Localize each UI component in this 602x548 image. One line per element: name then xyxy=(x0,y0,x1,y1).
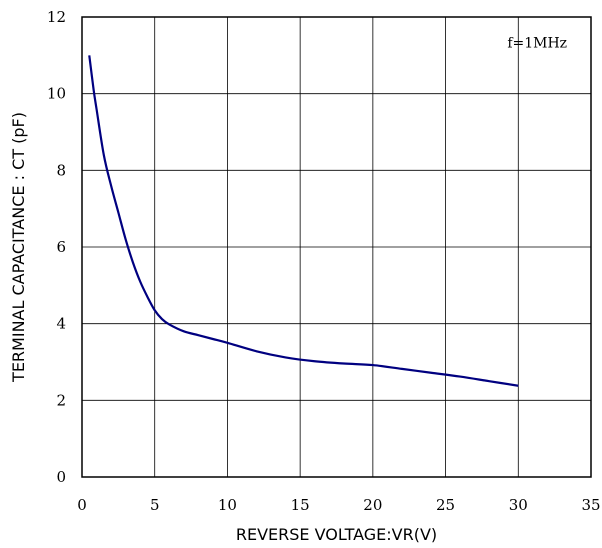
y-tick-label: 0 xyxy=(56,468,66,486)
frequency-annotation: f=1MHz xyxy=(507,36,567,52)
x-tick-label: 30 xyxy=(509,496,528,514)
tick-labels: 0 5 10 15 20 25 30 35 0 2 4 6 8 10 12 xyxy=(47,8,601,514)
x-tick-label: 5 xyxy=(150,496,160,514)
y-tick-label: 4 xyxy=(56,315,66,333)
y-tick-label: 12 xyxy=(47,8,66,26)
series-layer xyxy=(88,55,519,387)
plot-frame xyxy=(81,16,592,478)
capacitance-curve xyxy=(88,55,519,387)
x-tick-label: 20 xyxy=(363,496,382,514)
y-tick-label: 2 xyxy=(56,391,66,409)
x-tick-label: 15 xyxy=(291,496,310,514)
x-axis-title: REVERSE VOLTAGE:VR(V) xyxy=(236,525,437,544)
x-tick-label: 35 xyxy=(581,496,600,514)
grid xyxy=(81,16,592,478)
x-tick-label: 10 xyxy=(218,496,237,514)
x-tick-label: 25 xyxy=(436,496,455,514)
y-tick-label: 10 xyxy=(47,85,66,103)
y-tick-label: 8 xyxy=(56,161,66,179)
y-tick-label: 6 xyxy=(56,238,66,256)
y-axis-title: TERMINAL CAPACITANCE : CT (pF) xyxy=(9,112,28,383)
x-tick-label: 0 xyxy=(77,496,87,514)
